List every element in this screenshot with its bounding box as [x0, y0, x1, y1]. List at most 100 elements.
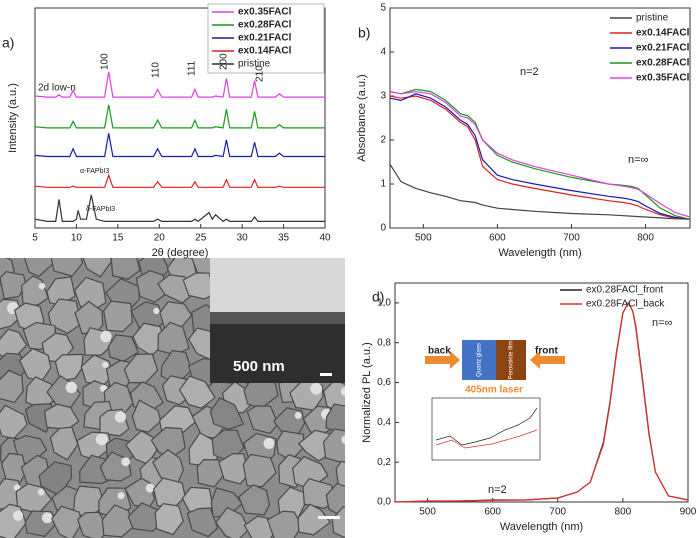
series-line: [34, 173, 325, 188]
series-line: [394, 301, 689, 503]
scale-label: 500 nm: [233, 358, 285, 375]
grain: [238, 484, 271, 516]
x-tick-label: 600: [484, 507, 501, 518]
grain: [103, 300, 134, 333]
annotation: n=∞: [652, 317, 672, 329]
series-line: [34, 133, 325, 158]
grain: [49, 426, 79, 461]
annotation: front: [535, 346, 558, 357]
grain: [196, 458, 227, 488]
x-tick-label: 10: [71, 233, 83, 244]
annotation: δ-FAPbI3: [86, 206, 115, 213]
x-axis-label: Wavelength (nm): [500, 521, 583, 533]
grain-highlight: [37, 488, 45, 496]
series-line: [389, 163, 691, 220]
y-tick-label: 1: [380, 179, 386, 190]
grain: [186, 507, 219, 538]
grain: [302, 478, 335, 510]
panel-label: a): [2, 35, 14, 51]
grain-highlight: [310, 382, 323, 395]
panel-label: b): [358, 25, 370, 41]
x-tick-label: 700: [563, 233, 580, 244]
grain: [135, 270, 168, 303]
grain-highlight: [145, 483, 155, 493]
y-tick-label: 0,0: [377, 497, 391, 508]
y-tick-label: 2: [380, 135, 386, 146]
legend-label: ex0.14FACl: [636, 28, 690, 39]
annotation: 111: [187, 60, 198, 76]
series-line: [34, 104, 325, 129]
grain-highlight: [100, 330, 112, 343]
grain: [297, 503, 332, 536]
inset-plot: [431, 397, 541, 461]
grain-highlight: [354, 284, 360, 290]
scale-bar: [318, 516, 340, 519]
grain-highlight: [13, 510, 24, 521]
y-tick-label: 5: [380, 3, 386, 14]
annotation: 210: [255, 65, 266, 82]
grain-highlight: [38, 282, 46, 290]
y-tick-label: 0,6: [377, 377, 391, 388]
x-tick-label: 800: [615, 507, 632, 518]
annotation: n=2: [488, 484, 507, 496]
annotation: n=∞: [628, 154, 648, 166]
x-tick-label: 25: [195, 233, 207, 244]
x-tick-label: 5: [32, 233, 38, 244]
grain-highlight: [41, 512, 53, 524]
inset-cross-section: [210, 318, 345, 383]
grain: [335, 460, 345, 490]
sem-inset: 500 nm: [210, 258, 345, 383]
grain: [154, 502, 184, 536]
pl-inset-diagram: [425, 340, 565, 461]
x-tick-label: 700: [549, 507, 566, 518]
x-tick-label: 600: [489, 233, 506, 244]
series-line: [389, 93, 691, 220]
annotation: α-FAPbI3: [80, 168, 109, 175]
annotation: back: [428, 346, 451, 357]
grain: [209, 397, 245, 431]
grain-highlight: [263, 438, 275, 449]
grain-highlight: [114, 411, 127, 423]
grain-highlight: [95, 433, 108, 446]
legend-label: ex0.35FACl: [636, 73, 690, 84]
x-tick-label: 40: [319, 233, 331, 244]
legend-label: ex0.21FACl: [636, 43, 690, 54]
annotation: Perovskite film: [509, 340, 515, 379]
grain: [50, 258, 84, 277]
y-tick-label: 3: [380, 91, 386, 102]
grain: [51, 505, 83, 538]
arrow-front: [530, 351, 565, 369]
grain: [182, 272, 215, 300]
plot-frame: [389, 7, 691, 229]
grain: [218, 453, 249, 485]
inset-curve: [435, 407, 538, 446]
legend-label: ex0.28FACl_back: [586, 299, 665, 310]
grain: [246, 405, 279, 434]
grain: [82, 258, 113, 278]
y-axis-label: Normalized PL (a.u.): [361, 342, 373, 442]
series-line: [389, 95, 691, 220]
perovskite-film: [496, 340, 526, 380]
arrow-back: [425, 351, 460, 369]
grain-highlight: [65, 381, 78, 394]
grain: [0, 369, 24, 404]
annotation: 405nm laser: [465, 385, 523, 396]
grain: [178, 375, 216, 409]
plot-frame: [394, 282, 689, 503]
legend-label: ex0.35FACl: [238, 7, 292, 18]
grain-highlight: [117, 492, 125, 500]
grain-highlight: [294, 411, 302, 419]
plot-frame: [34, 7, 326, 229]
grain: [110, 258, 141, 280]
y-tick-label: 0: [380, 223, 386, 234]
grain-highlight: [340, 387, 345, 397]
x-tick-label: 15: [112, 233, 124, 244]
legend-label: ex0.14FACl: [238, 46, 292, 57]
y-tick-label: 0,2: [377, 457, 391, 468]
inset-curve: [435, 429, 538, 449]
grain: [131, 399, 162, 433]
x-tick-label: 500: [419, 507, 436, 518]
annotation: 110: [151, 62, 162, 78]
grain-highlight: [121, 457, 131, 467]
x-tick-label: 500: [415, 233, 432, 244]
